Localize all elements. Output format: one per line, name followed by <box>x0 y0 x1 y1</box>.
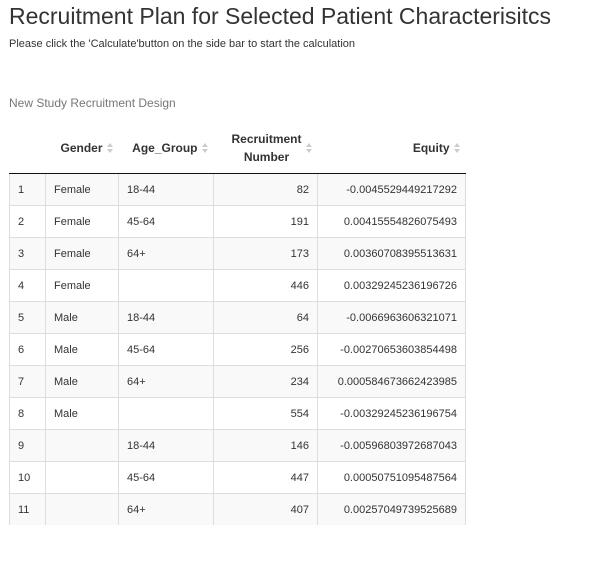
cell-gender <box>45 493 119 525</box>
cell-index: 8 <box>9 397 46 430</box>
table-header-row: Gender Age_Group Recruitment Number Equit… <box>9 122 466 174</box>
cell-index: 2 <box>9 205 46 238</box>
table-row[interactable]: 9 18-44 146 -0.00596803972687043 <box>9 429 466 462</box>
cell-recruitment-number: 191 <box>213 205 318 238</box>
cell-index: 4 <box>9 269 46 302</box>
cell-recruitment-number: 256 <box>213 333 318 366</box>
cell-recruitment-number: 446 <box>213 269 318 302</box>
cell-equity: -0.00329245236196754 <box>317 397 466 430</box>
cell-age-group: 45-64 <box>118 461 214 494</box>
sort-updown-icon <box>106 142 113 153</box>
cell-recruitment-number: 407 <box>213 493 318 525</box>
cell-gender: Female <box>45 269 119 302</box>
cell-age-group <box>118 397 214 430</box>
cell-equity: 0.00257049739525689 <box>317 493 466 525</box>
cell-equity: -0.0066963606321071 <box>317 301 466 334</box>
cell-index: 6 <box>9 333 46 366</box>
cell-index: 10 <box>9 461 46 494</box>
sort-updown-icon <box>305 142 312 153</box>
cell-gender: Male <box>45 365 119 398</box>
table-row[interactable]: 6 Male 45-64 256 -0.00270653603854498 <box>9 333 466 366</box>
cell-gender: Male <box>45 301 119 334</box>
cell-index: 5 <box>9 301 46 334</box>
cell-age-group: 45-64 <box>118 205 214 238</box>
table-row[interactable]: 11 64+ 407 0.00257049739525689 <box>9 493 466 525</box>
recruitment-table: Gender Age_Group Recruitment Number Equit… <box>9 122 466 525</box>
cell-age-group: 18-44 <box>118 429 214 462</box>
cell-index: 3 <box>9 237 46 270</box>
cell-equity: 0.00360708395513631 <box>317 237 466 270</box>
cell-recruitment-number: 146 <box>213 429 318 462</box>
cell-age-group: 64+ <box>118 365 214 398</box>
cell-index: 11 <box>9 493 46 525</box>
page-title: Recruitment Plan for Selected Patient Ch… <box>9 3 552 29</box>
column-header-age-group-label: Age_Group <box>132 140 198 155</box>
cell-equity: 0.00329245236196726 <box>317 269 466 302</box>
cell-index: 9 <box>9 429 46 462</box>
cell-gender: Female <box>45 237 119 270</box>
cell-age-group: 18-44 <box>118 301 214 334</box>
cell-index: 7 <box>9 365 46 398</box>
instruction-text: Please click the 'Calculate'button on th… <box>9 38 356 50</box>
cell-recruitment-number: 82 <box>213 173 318 206</box>
cell-equity: -0.00596803972687043 <box>317 429 466 462</box>
cell-gender <box>45 429 119 462</box>
cell-gender: Male <box>45 333 119 366</box>
table-caption: New Study Recruitment Design <box>9 96 176 110</box>
table-row[interactable]: 4 Female 446 0.00329245236196726 <box>9 269 466 302</box>
column-header-gender[interactable]: Gender <box>45 122 119 174</box>
cell-recruitment-number: 64 <box>213 301 318 334</box>
cell-age-group: 64+ <box>118 493 214 525</box>
cell-age-group: 18-44 <box>118 173 214 206</box>
table-row[interactable]: 8 Male 554 -0.00329245236196754 <box>9 397 466 430</box>
table-row[interactable]: 2 Female 45-64 191 0.00415554826075493 <box>9 205 466 238</box>
cell-equity: 0.00415554826075493 <box>317 205 466 238</box>
sort-updown-icon <box>453 142 460 153</box>
column-header-recruitment-line1: Recruitment <box>231 131 302 146</box>
cell-gender: Female <box>45 205 119 238</box>
table-row[interactable]: 1 Female 18-44 82 -0.0045529449217292 <box>9 173 466 206</box>
cell-recruitment-number: 447 <box>213 461 318 494</box>
column-header-recruitment-number[interactable]: Recruitment Number <box>213 122 318 174</box>
cell-recruitment-number: 173 <box>213 237 318 270</box>
cell-recruitment-number: 234 <box>213 365 318 398</box>
table-row[interactable]: 3 Female 64+ 173 0.00360708395513631 <box>9 237 466 270</box>
cell-equity: 0.000584673662423985 <box>317 365 466 398</box>
column-header-equity[interactable]: Equity <box>317 122 466 174</box>
sort-updown-icon <box>201 142 208 153</box>
cell-recruitment-number: 554 <box>213 397 318 430</box>
table-row[interactable]: 7 Male 64+ 234 0.000584673662423985 <box>9 365 466 398</box>
column-header-index[interactable] <box>9 122 46 174</box>
cell-equity: -0.0045529449217292 <box>317 173 466 206</box>
cell-gender: Female <box>45 173 119 206</box>
cell-equity: -0.00270653603854498 <box>317 333 466 366</box>
cell-index: 1 <box>9 173 46 206</box>
cell-age-group <box>118 269 214 302</box>
column-header-recruitment-line2: Number <box>243 149 290 164</box>
table-row[interactable]: 10 45-64 447 0.00050751095487564 <box>9 461 466 494</box>
column-header-equity-label: Equity <box>412 140 450 155</box>
cell-age-group: 64+ <box>118 237 214 270</box>
cell-gender: Male <box>45 397 119 430</box>
column-header-gender-label: Gender <box>60 140 103 155</box>
table-row[interactable]: 5 Male 18-44 64 -0.0066963606321071 <box>9 301 466 334</box>
cell-gender <box>45 461 119 494</box>
cell-age-group: 45-64 <box>118 333 214 366</box>
cell-equity: 0.00050751095487564 <box>317 461 466 494</box>
column-header-age-group[interactable]: Age_Group <box>118 122 214 174</box>
column-header-recruitment-number-label: Recruitment Number <box>231 130 301 166</box>
